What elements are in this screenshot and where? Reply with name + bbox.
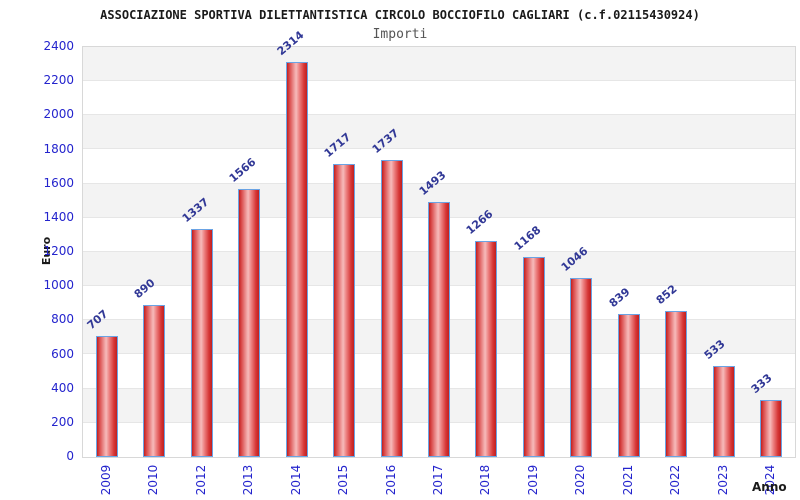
- x-tick-label-2022: 2022: [668, 464, 683, 496]
- bar-2010: [143, 304, 166, 457]
- bar-2014: [285, 61, 308, 457]
- y-tick-label: 1000: [43, 278, 74, 293]
- bar-2019: [522, 257, 545, 457]
- x-tick-label-2009: 2009: [98, 464, 113, 496]
- bar-2016: [380, 160, 403, 457]
- plot-area: 707 890 1337 1566 2314 1717 1737 1493 1266 1168 10…: [82, 28, 796, 458]
- x-axis-title: Anno: [752, 480, 787, 494]
- bar-2021: [617, 313, 640, 457]
- y-tick-label: 800: [51, 312, 74, 327]
- x-tick-label-2018: 2018: [478, 464, 493, 496]
- x-tick-label-2013: 2013: [241, 464, 256, 496]
- x-tick-label-2017: 2017: [431, 464, 445, 496]
- y-tick-label: 2400: [43, 39, 74, 53]
- bar-2020: [570, 278, 593, 457]
- chart-subtitle: Importi: [372, 27, 428, 42]
- x-tick-label-2023: 2023: [715, 464, 730, 496]
- x-tick-label-2021: 2021: [620, 464, 635, 496]
- y-tick-label: 1800: [43, 141, 74, 156]
- bar-2009: [95, 336, 118, 457]
- y-tick-label: 2000: [43, 107, 74, 122]
- bar-2013: [238, 189, 261, 457]
- y-tick-label: 1400: [43, 209, 74, 224]
- bar-2018: [475, 240, 498, 457]
- plot-band: [83, 47, 795, 82]
- chart-title: ASSOCIAZIONE SPORTIVA DILETTANTISTICA CI…: [100, 8, 700, 22]
- plot-band: [83, 115, 795, 150]
- x-tick-label-2012: 2012: [193, 464, 208, 496]
- y-tick-label: 600: [51, 346, 74, 361]
- plot-band: [83, 81, 795, 116]
- bar-2023: [712, 365, 735, 457]
- bar-2015: [333, 163, 356, 457]
- y-tick-label: 1200: [43, 244, 74, 258]
- y-tick-label: 400: [51, 380, 74, 395]
- x-tick-label-2010: 2010: [146, 464, 161, 496]
- y-tick-label: 1600: [43, 175, 74, 190]
- plot-band: [83, 149, 795, 184]
- bar-2024: [760, 400, 783, 457]
- y-tick-label: 0: [66, 449, 74, 463]
- x-tick-label-2016: 2016: [383, 464, 398, 496]
- y-tick-label: 2200: [43, 73, 74, 88]
- bar-2017: [428, 201, 450, 457]
- bar-2012: [190, 228, 213, 457]
- x-tick-label-2014: 2014: [288, 464, 303, 496]
- bar-2022: [665, 311, 688, 457]
- x-tick-label-2019: 2019: [525, 464, 540, 496]
- y-tick-label: 200: [51, 414, 74, 429]
- x-tick-label-2020: 2020: [573, 464, 588, 496]
- x-tick-label-2015: 2015: [336, 464, 351, 496]
